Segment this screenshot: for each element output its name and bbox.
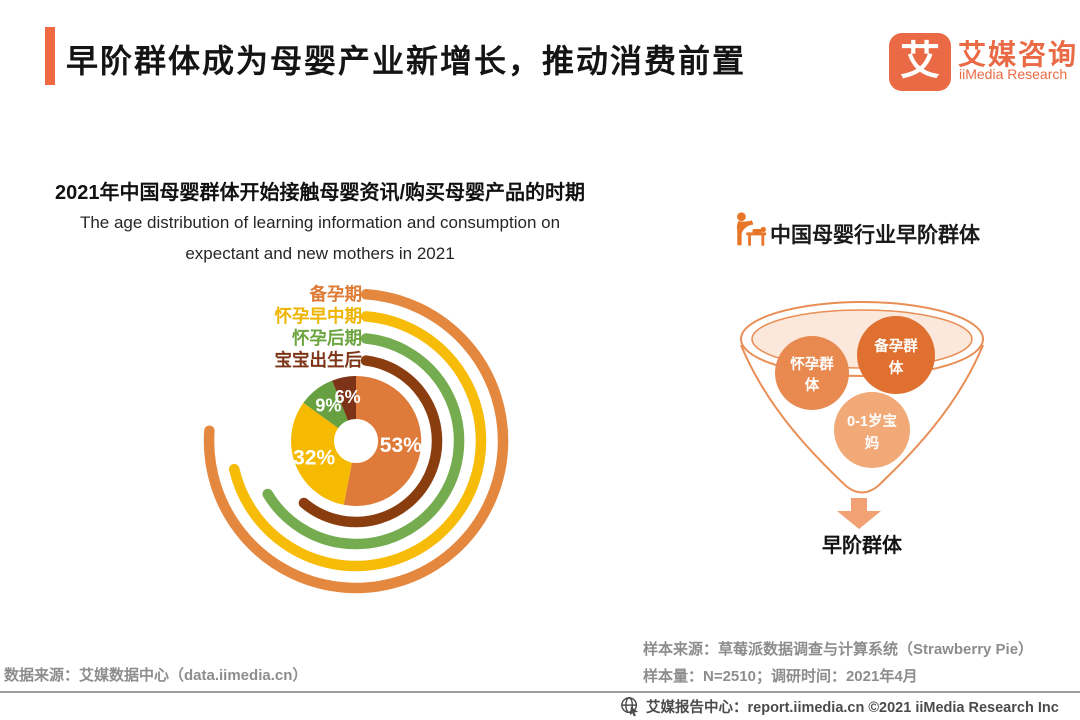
radial-ring-2	[262, 333, 465, 550]
funnel-outer-rim	[740, 301, 984, 377]
bubble-new-mother-label-line1: 0-1岁宝	[847, 412, 897, 430]
funnel-result-label: 早阶群体	[822, 535, 902, 557]
donut-slice-2	[303, 380, 348, 429]
bubble-preparing-label-line2: 体	[889, 359, 904, 377]
title-accent-bar	[45, 27, 55, 85]
footer-text: 艾媒报告中心：report.iimedia.cn ©2021 iiMedia R…	[646, 700, 1059, 716]
bubble-preparing-group	[857, 316, 935, 394]
footer-divider	[0, 691, 1080, 693]
donut-slice-0	[343, 375, 422, 506]
sample-size-note: 样本量：N=2510；调研时间：2021年4月	[643, 668, 918, 685]
radial-ring-0	[203, 289, 509, 594]
funnel-section-title: 中国母婴行业早阶群体	[770, 224, 980, 247]
donut-value-label-2: 9%	[315, 395, 341, 415]
brand-name-cn: 艾媒咨询	[958, 39, 1079, 70]
chart-subtitle-line1: The age distribution of learning informa…	[79, 213, 561, 232]
data-source-note: 数据来源：艾媒数据中心（data.iimedia.cn）	[4, 667, 308, 684]
globe-cursor-icon	[621, 697, 639, 717]
bubble-new-mother-group	[834, 392, 910, 468]
funnel-diagram: 怀孕群 体 备孕群 体 0-1岁宝 妈	[740, 301, 984, 529]
donut-value-label-3: 6%	[335, 387, 361, 407]
mother-baby-care-icon	[736, 212, 767, 246]
sample-source-note: 样本来源：草莓派数据调查与计算系统（Strawberry Pie）	[643, 641, 1034, 658]
donut-slice-3	[332, 376, 356, 421]
bubble-pregnant-group	[775, 336, 849, 410]
page-title: 早阶群体成为母婴产业新增长，推动消费前置	[66, 43, 747, 79]
chart-subtitle-line2: expectant and new mothers in 2021	[185, 244, 455, 263]
bubble-pregnant-label-line2: 体	[805, 376, 820, 394]
chart-title: 2021年中国母婴群体开始接触母婴资讯/购买母婴产品的时期	[54, 182, 586, 204]
footer: 艾媒报告中心：report.iimedia.cn ©2021 iiMedia R…	[620, 696, 1059, 717]
down-arrow-icon	[837, 498, 881, 529]
donut-chart: 53% 32% 9%6%	[203, 289, 509, 594]
radial-ring-1	[228, 311, 487, 572]
iimedia-logo-icon: 艾	[889, 33, 951, 91]
bubble-new-mother-label-line2: 妈	[865, 434, 880, 452]
bubble-pregnant-label-line1: 怀孕群	[790, 355, 834, 373]
brand-name-en: iiMedia Research	[959, 66, 1068, 82]
donut-value-label-1: 32%	[293, 447, 335, 470]
donut-value-label-0: 53%	[380, 434, 422, 457]
funnel-cone-outline	[740, 344, 984, 494]
donut-slice-1	[291, 402, 352, 505]
bubble-preparing-label-line1: 备孕群	[873, 337, 918, 355]
radial-ring-3	[298, 355, 443, 528]
